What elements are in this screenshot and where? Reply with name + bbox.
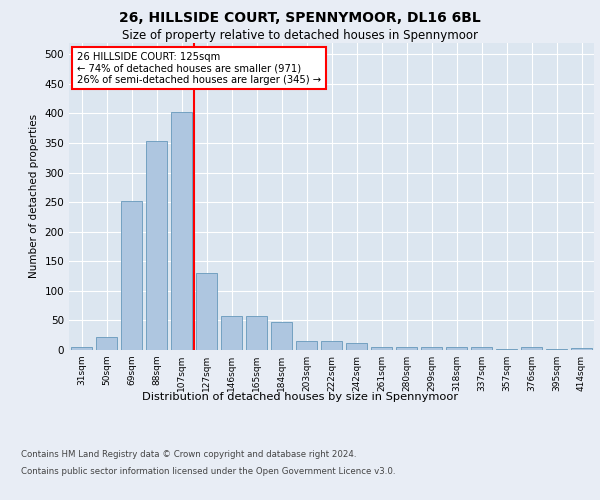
Bar bbox=[246, 316, 267, 350]
Bar bbox=[521, 347, 542, 350]
Bar bbox=[71, 347, 92, 350]
Bar bbox=[171, 112, 192, 350]
Text: Contains HM Land Registry data © Crown copyright and database right 2024.: Contains HM Land Registry data © Crown c… bbox=[21, 450, 356, 459]
Bar bbox=[371, 347, 392, 350]
Bar bbox=[296, 341, 317, 350]
Text: Distribution of detached houses by size in Spennymoor: Distribution of detached houses by size … bbox=[142, 392, 458, 402]
Text: Size of property relative to detached houses in Spennymoor: Size of property relative to detached ho… bbox=[122, 29, 478, 42]
Bar bbox=[421, 347, 442, 350]
Bar bbox=[446, 347, 467, 350]
Bar bbox=[571, 348, 592, 350]
Text: 26, HILLSIDE COURT, SPENNYMOOR, DL16 6BL: 26, HILLSIDE COURT, SPENNYMOOR, DL16 6BL bbox=[119, 12, 481, 26]
Text: Contains public sector information licensed under the Open Government Licence v3: Contains public sector information licen… bbox=[21, 468, 395, 476]
Bar bbox=[121, 201, 142, 350]
Bar bbox=[96, 337, 117, 350]
Text: 26 HILLSIDE COURT: 125sqm
← 74% of detached houses are smaller (971)
26% of semi: 26 HILLSIDE COURT: 125sqm ← 74% of detac… bbox=[77, 52, 321, 85]
Bar bbox=[396, 347, 417, 350]
Bar bbox=[471, 347, 492, 350]
Y-axis label: Number of detached properties: Number of detached properties bbox=[29, 114, 39, 278]
Bar bbox=[271, 322, 292, 350]
Bar bbox=[496, 349, 517, 350]
Bar bbox=[221, 316, 242, 350]
Bar bbox=[321, 341, 342, 350]
Bar bbox=[196, 273, 217, 350]
Bar bbox=[546, 349, 567, 350]
Bar bbox=[146, 142, 167, 350]
Bar bbox=[346, 343, 367, 350]
